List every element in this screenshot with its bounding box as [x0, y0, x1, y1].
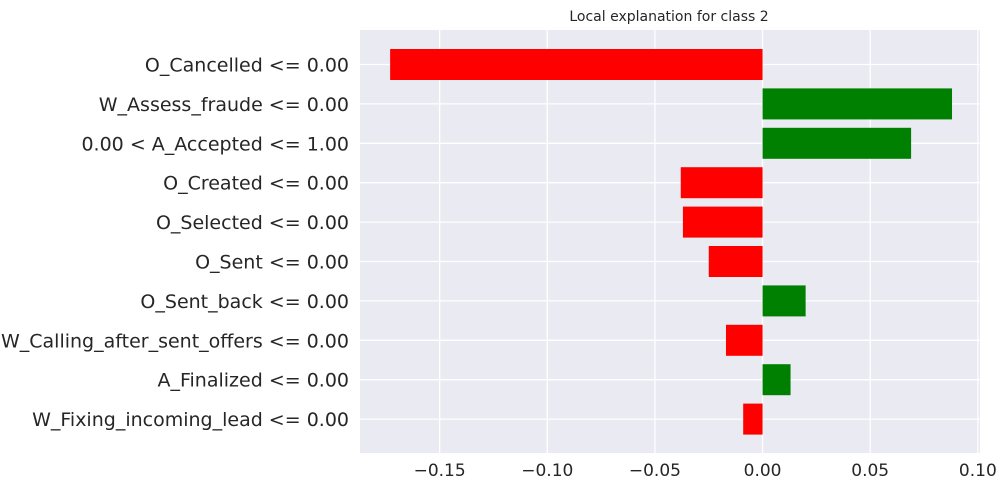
x-tick-labels: −0.15 −0.10 −0.05 0.00 0.05 0.10	[414, 461, 997, 481]
x-tick-label: 0.00	[744, 461, 782, 481]
bar	[743, 403, 763, 435]
category-label: O_Sent_back <= 0.00	[140, 291, 349, 313]
category-label: W_Assess_fraude <= 0.00	[99, 94, 349, 116]
x-tick-label: −0.05	[629, 461, 681, 481]
category-label: 0.00 < A_Accepted <= 1.00	[81, 133, 349, 155]
category-label: W_Calling_after_sent_offers <= 0.00	[1, 330, 349, 352]
category-label: O_Cancelled <= 0.00	[145, 55, 349, 77]
bar	[708, 246, 763, 277]
bar	[682, 206, 763, 238]
category-label: O_Created <= 0.00	[163, 173, 349, 195]
category-label: W_Fixing_incoming_lead <= 0.00	[32, 409, 349, 431]
x-tick-label: 0.05	[851, 461, 889, 481]
category-label: O_Sent <= 0.00	[195, 252, 349, 274]
bar	[680, 167, 763, 199]
bar	[762, 88, 953, 120]
bar	[390, 49, 763, 80]
bar	[725, 324, 763, 356]
x-tick-label: −0.15	[414, 461, 466, 481]
bar	[762, 127, 912, 159]
category-label: O_Selected <= 0.00	[156, 212, 349, 234]
bars-group	[390, 49, 953, 435]
bar	[762, 285, 806, 317]
chart-title: Local explanation for class 2	[569, 9, 768, 25]
bar	[762, 364, 791, 396]
x-tick-label: −0.10	[521, 461, 573, 481]
category-label: A_Finalized <= 0.00	[157, 370, 349, 392]
category-labels: O_Cancelled <= 0.00 W_Assess_fraude <= 0.…	[1, 55, 349, 432]
grid-lines	[360, 30, 980, 453]
x-tick-label: 0.10	[959, 461, 997, 481]
